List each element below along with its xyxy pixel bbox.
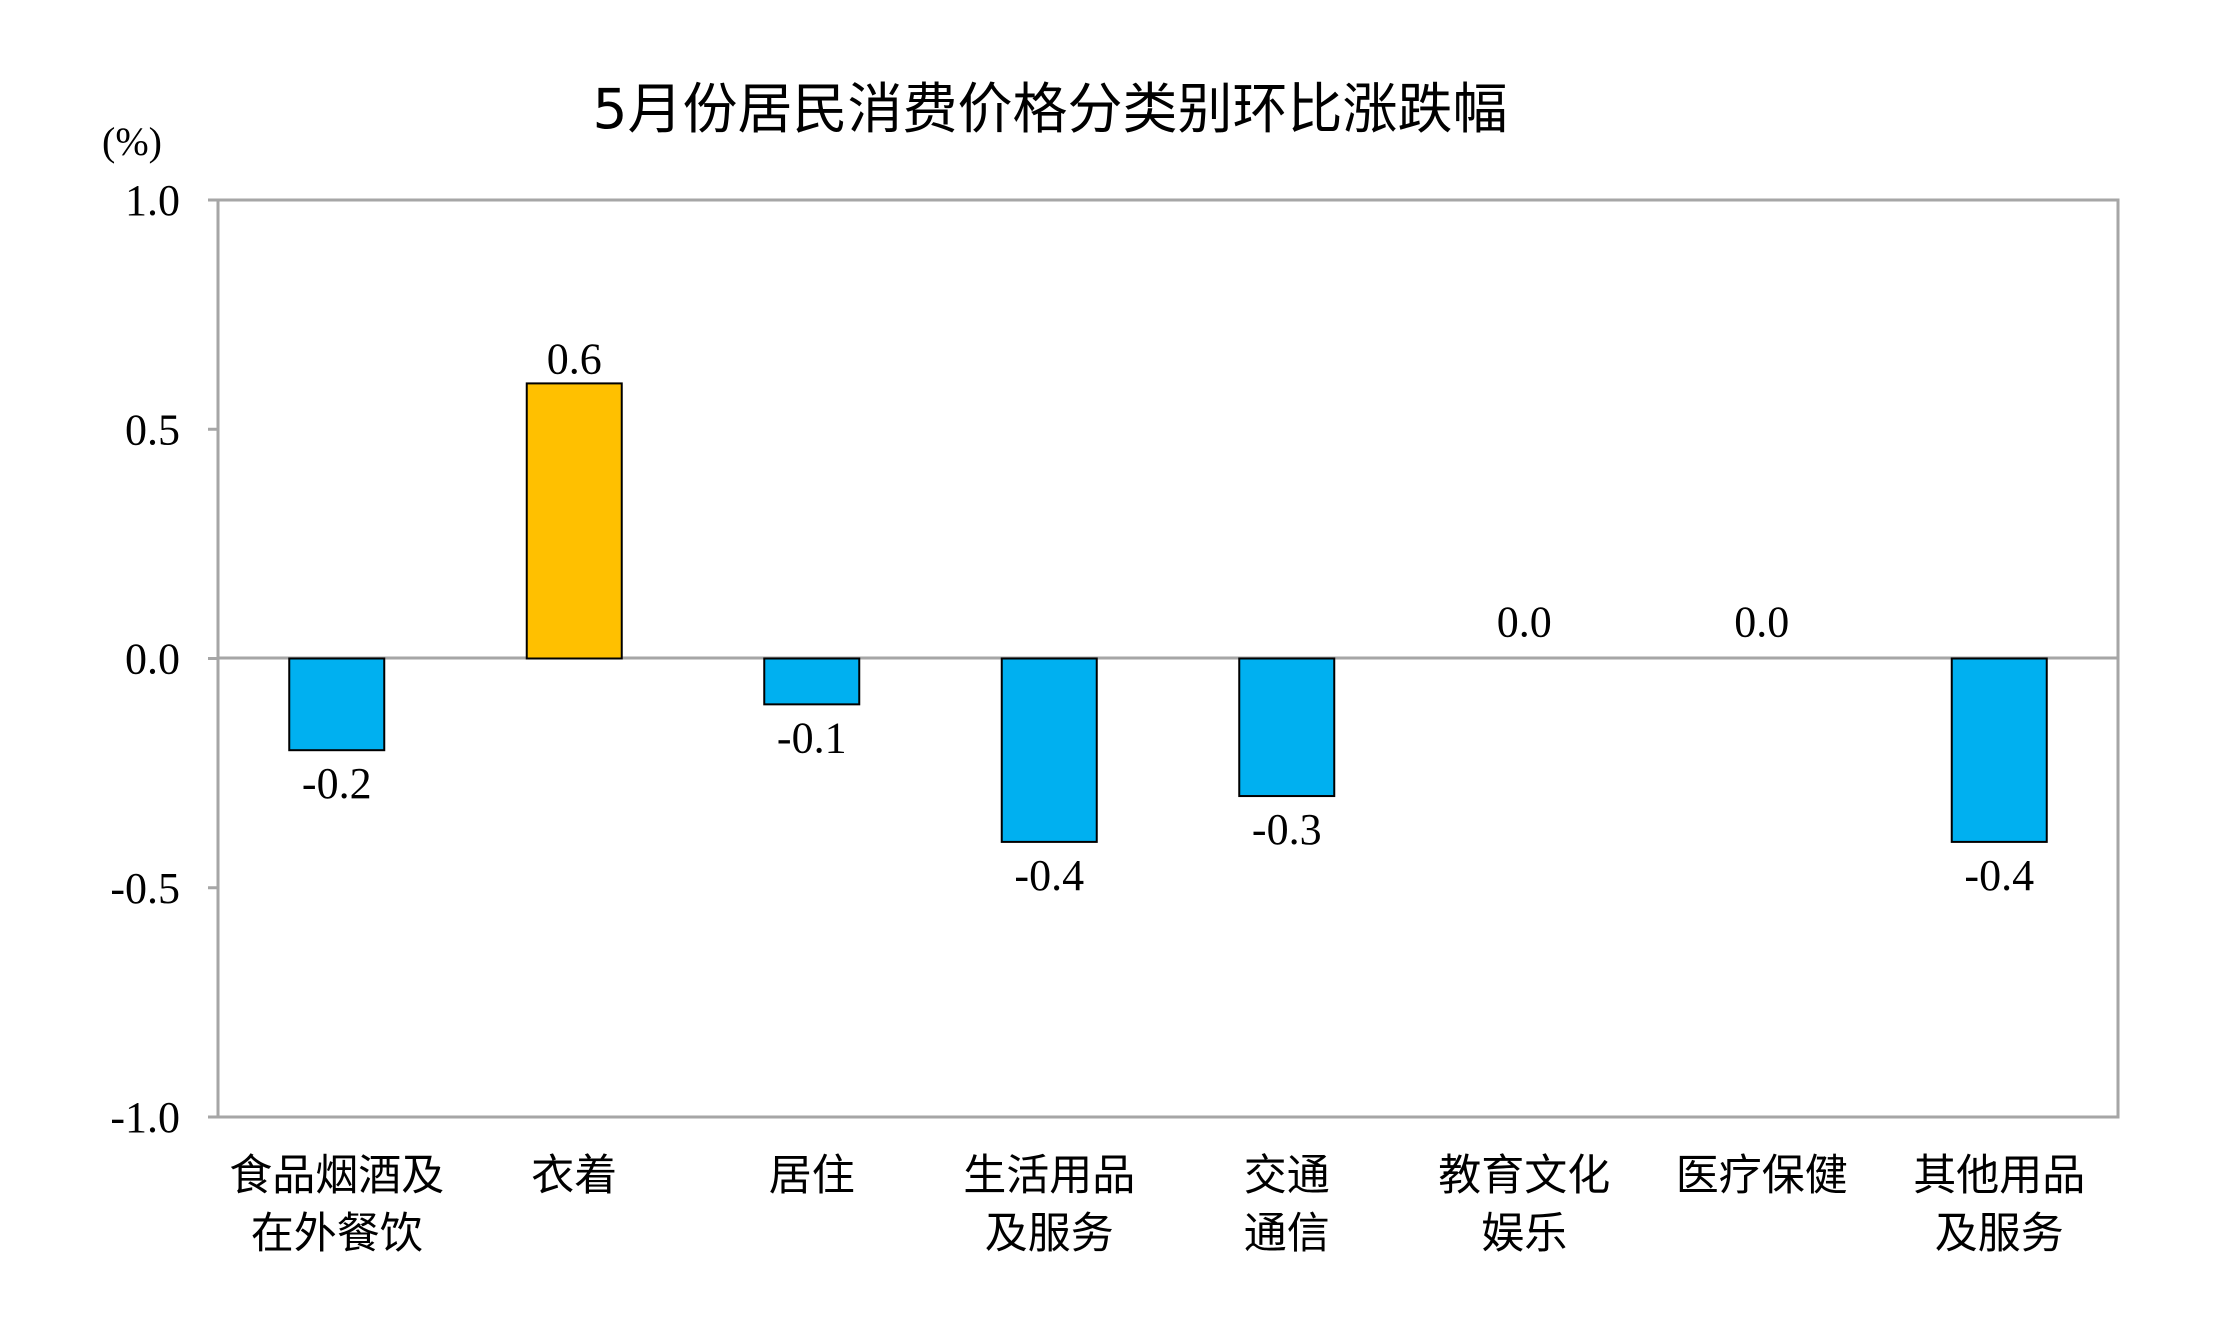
x-category-label: 教育文化	[1438, 1151, 1610, 1201]
x-category-label: 在外餐饮	[251, 1209, 423, 1259]
x-category-label: 衣着	[531, 1151, 617, 1201]
y-tick-label: 0.0	[125, 635, 180, 684]
x-category-label: 交通	[1244, 1151, 1330, 1201]
data-label: 0.0	[1497, 598, 1552, 647]
bar	[1000, 657, 1098, 843]
x-category-label: 及服务	[985, 1209, 1114, 1259]
data-label: -0.4	[1014, 851, 1084, 900]
data-label: -0.3	[1252, 805, 1322, 854]
y-tick-label: 0.5	[125, 405, 180, 454]
chart-title: 5月份居民消费价格分类别环比涨跌幅	[593, 77, 1508, 141]
data-label: -0.2	[302, 759, 372, 808]
bar	[288, 657, 386, 752]
x-category-label: 通信	[1244, 1209, 1330, 1259]
y-axis-unit-label: (%)	[102, 119, 162, 164]
x-category-label: 居住	[769, 1151, 855, 1201]
x-category-label: 医疗保健	[1676, 1151, 1848, 1201]
bar	[1950, 657, 2048, 843]
y-axis: 1.0 0.5 0.0 -0.5 -1.0	[110, 176, 218, 1142]
y-tick-label: -0.5	[110, 864, 180, 913]
x-category-label: 食品烟酒及	[229, 1151, 444, 1201]
bars	[288, 382, 2048, 843]
x-category-label: 生活用品	[963, 1151, 1135, 1201]
bar	[1238, 657, 1336, 798]
x-category-label: 其他用品	[1913, 1151, 2085, 1201]
data-label: -0.1	[777, 713, 847, 762]
data-label: 0.6	[547, 334, 602, 383]
data-labels: -0.2 0.6 -0.1 -0.4 -0.3 0.0 0.0 -0.4	[302, 334, 2034, 900]
data-label: -0.4	[1964, 851, 2034, 900]
data-label: 0.0	[1734, 598, 1789, 647]
x-category-label: 及服务	[1935, 1209, 2064, 1259]
bar	[525, 382, 623, 660]
y-tick-label: -1.0	[110, 1093, 180, 1142]
bar	[763, 657, 861, 706]
y-tick-label: 1.0	[125, 176, 180, 225]
x-category-label: 娱乐	[1481, 1209, 1567, 1259]
